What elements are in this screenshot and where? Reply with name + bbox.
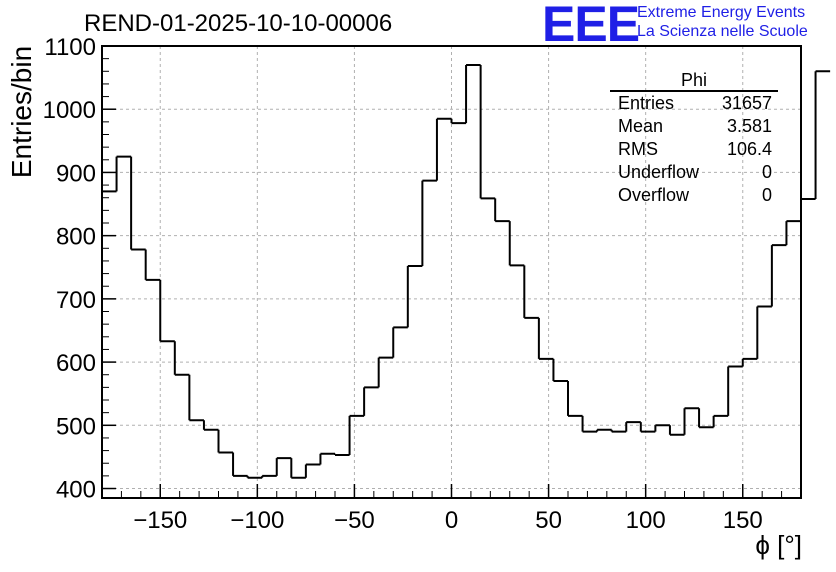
stats-value: 106.4 bbox=[726, 139, 772, 159]
histogram-bin bbox=[668, 425, 685, 436]
histogram-bin bbox=[770, 244, 787, 307]
histogram-bin bbox=[596, 428, 612, 432]
histogram-bin bbox=[421, 179, 437, 266]
stats-title: Phi bbox=[610, 70, 778, 92]
histogram-bin bbox=[173, 341, 190, 376]
y-tick-label: 1100 bbox=[44, 34, 96, 61]
stats-box: Phi Entries 31657 Mean 3.581 RMS 106.4 Unde… bbox=[610, 70, 778, 207]
histogram-bin bbox=[232, 452, 248, 477]
histogram-bin bbox=[814, 70, 831, 199]
x-axis-label: ϕ [°] bbox=[755, 530, 802, 560]
logo-line-2: La Scienza nelle Scuole bbox=[637, 23, 808, 40]
stats-label: Mean bbox=[618, 116, 664, 136]
chart-title: REND-01-2025-10-10-00006 bbox=[84, 10, 393, 37]
histogram-bin bbox=[246, 475, 263, 479]
histogram-bin bbox=[610, 429, 627, 433]
histogram-bin bbox=[290, 458, 306, 479]
x-tick-label: −50 bbox=[334, 507, 375, 534]
stats-value: 31657 bbox=[721, 93, 772, 113]
logo-text: Extreme Energy Events La Scienza nelle S… bbox=[637, 3, 808, 41]
histogram-bin bbox=[537, 317, 554, 360]
stats-label: Overflow bbox=[618, 185, 690, 205]
histogram-bin bbox=[741, 357, 758, 367]
stats-value: 0 bbox=[761, 185, 772, 205]
histogram-bin bbox=[756, 305, 772, 359]
histogram-bin bbox=[727, 365, 743, 416]
histogram-bin bbox=[275, 457, 292, 476]
histogram-bin bbox=[567, 381, 583, 417]
histogram-bin bbox=[348, 414, 365, 456]
y-tick-label: 600 bbox=[56, 350, 96, 377]
histogram-bin bbox=[144, 249, 161, 281]
histogram-bin bbox=[450, 118, 467, 125]
histogram-bin bbox=[479, 64, 496, 200]
histogram-bin bbox=[435, 117, 452, 181]
histogram-bin bbox=[683, 407, 700, 435]
axis-ticks bbox=[102, 45, 783, 498]
eee-logo: EEE bbox=[542, 0, 640, 52]
histogram-bin bbox=[261, 474, 277, 478]
histogram-bin bbox=[494, 198, 510, 223]
stats-row: RMS 106.4 bbox=[610, 138, 778, 161]
histogram-bin bbox=[406, 264, 423, 328]
histogram-bin bbox=[508, 221, 525, 267]
histogram-bin bbox=[639, 422, 656, 433]
stats-row: Mean 3.581 bbox=[610, 115, 778, 138]
histogram-bin bbox=[392, 326, 408, 358]
x-tick-label: 50 bbox=[535, 507, 562, 534]
stats-label: Entries bbox=[618, 93, 675, 113]
y-tick-label: 500 bbox=[56, 413, 96, 440]
histogram-bin bbox=[377, 356, 394, 388]
histogram-bin bbox=[188, 374, 204, 422]
stats-label: RMS bbox=[618, 139, 658, 159]
stats-row: Entries 31657 bbox=[610, 92, 778, 115]
logo-line-1: Extreme Energy Events bbox=[637, 4, 806, 21]
histogram-bin bbox=[159, 279, 175, 343]
histogram-bin bbox=[712, 414, 729, 428]
histogram-bin bbox=[523, 265, 539, 319]
histogram-bin bbox=[363, 386, 379, 416]
histogram-bin bbox=[202, 420, 219, 431]
y-tick-label: 800 bbox=[56, 224, 96, 251]
histogram-bin bbox=[319, 452, 335, 465]
x-tick-label: −150 bbox=[133, 507, 187, 534]
y-tick-label: 1000 bbox=[43, 97, 96, 124]
histogram-bin bbox=[217, 429, 234, 454]
histogram-bin bbox=[130, 156, 146, 251]
histogram-bin bbox=[654, 424, 670, 432]
stats-row: Underflow 0 bbox=[610, 161, 778, 184]
y-tick-label: 400 bbox=[56, 477, 96, 504]
y-tick-label: 900 bbox=[56, 160, 96, 187]
grid-lines bbox=[102, 45, 801, 498]
stats-row: Overflow 0 bbox=[610, 184, 778, 207]
histogram-bin bbox=[552, 358, 568, 383]
y-tick-label: 700 bbox=[56, 287, 96, 314]
stats-label: Underflow bbox=[618, 162, 700, 182]
y-axis-label-text: Entries/bin bbox=[6, 45, 37, 179]
x-tick-label: 150 bbox=[723, 507, 763, 534]
histogram-bin bbox=[465, 63, 481, 124]
x-tick-label: 100 bbox=[626, 507, 666, 534]
histogram-bin bbox=[698, 408, 714, 429]
histogram-bin bbox=[800, 197, 816, 222]
histogram-bin bbox=[785, 220, 801, 246]
stats-value: 3.581 bbox=[726, 116, 772, 136]
histogram-bin bbox=[334, 453, 350, 457]
stats-value: 0 bbox=[761, 162, 772, 182]
histogram-bin bbox=[625, 421, 641, 432]
histogram-bin bbox=[115, 155, 132, 192]
x-tick-label: 0 bbox=[445, 507, 458, 534]
x-tick-label: −100 bbox=[230, 507, 284, 534]
histogram-bin bbox=[581, 415, 598, 433]
histogram-bin bbox=[304, 463, 321, 478]
